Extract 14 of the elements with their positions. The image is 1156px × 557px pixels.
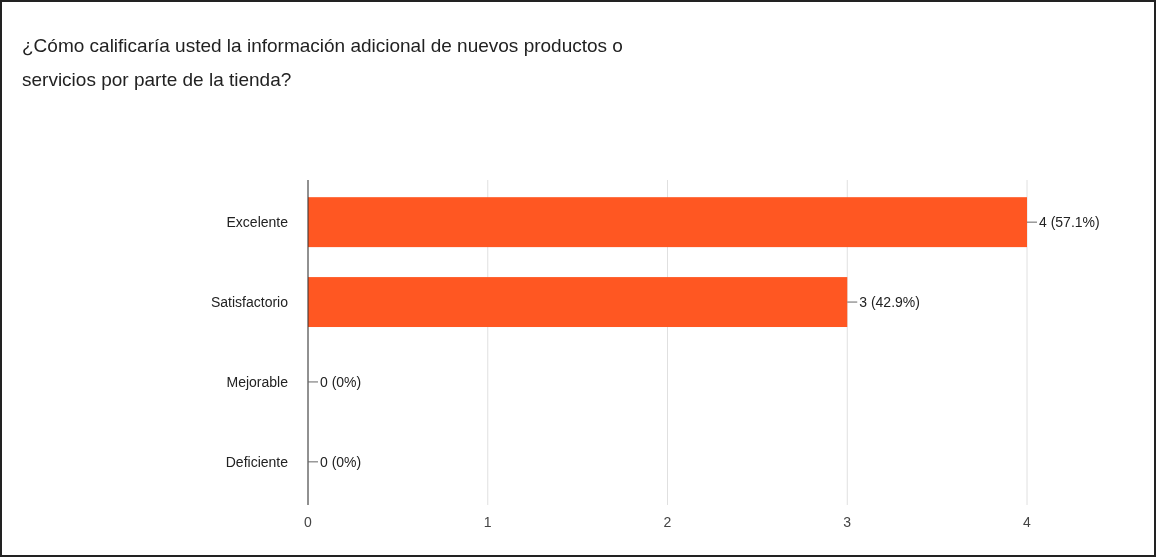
y-tick-label: Mejorable xyxy=(226,373,289,390)
y-tick-label: Deficiente xyxy=(225,453,289,470)
data-label: 0 (0%) xyxy=(320,373,362,390)
chart-title: ¿Cómo calificaría usted la información adicional de nuevos productos o servicios por parte de la tienda? xyxy=(22,35,623,90)
x-tick-label: 1 xyxy=(483,514,492,530)
y-tick-label: Excelente xyxy=(226,214,289,231)
x-tick-label: 3 xyxy=(843,514,852,530)
x-tick-label: 4 xyxy=(1023,514,1032,530)
x-tick-label: 0 xyxy=(304,514,313,530)
y-tick-label: Satisfactorio xyxy=(210,293,289,310)
x-tick-label: 2 xyxy=(663,514,672,530)
data-label: 0 (0%) xyxy=(320,453,362,470)
data-label: 3 (42.9%) xyxy=(859,293,920,310)
data-label: 4 (57.1%) xyxy=(1039,214,1100,231)
